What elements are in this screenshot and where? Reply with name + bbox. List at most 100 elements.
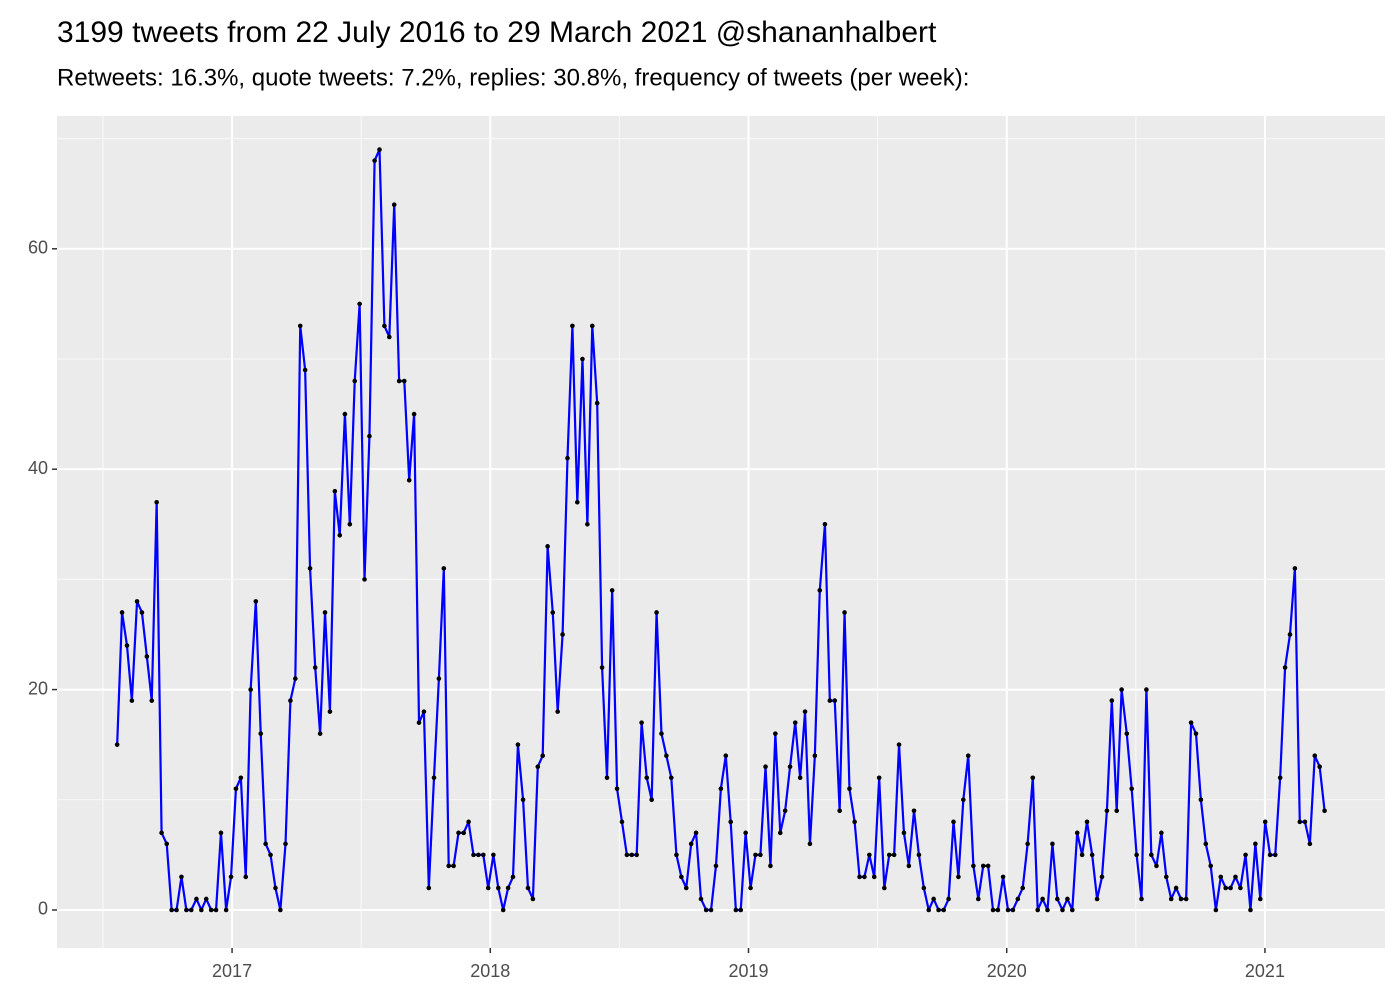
data-point [1248, 907, 1253, 913]
data-point [713, 863, 719, 869]
chart-subtitle: Retweets: 16.3%, quote tweets: 7.2%, rep… [57, 64, 969, 91]
data-point [589, 323, 595, 329]
data-point [1015, 896, 1021, 902]
data-point [594, 400, 600, 406]
data-point [322, 610, 328, 615]
data-point [302, 367, 308, 373]
y-tick-label: 40 [28, 458, 48, 478]
data-point [995, 907, 1001, 913]
data-point [500, 907, 506, 913]
data-point [169, 907, 174, 913]
y-tick-label: 60 [28, 238, 48, 258]
data-point [179, 874, 184, 880]
data-point [1035, 907, 1041, 913]
data-point [421, 709, 427, 714]
data-point [332, 488, 338, 494]
data-point [797, 775, 803, 781]
data-point [1272, 852, 1278, 858]
data-point [871, 874, 877, 880]
data-point [293, 676, 298, 681]
data-point [891, 852, 897, 858]
data-point [550, 610, 556, 615]
data-point [555, 709, 560, 714]
data-point [906, 863, 912, 869]
data-point [1302, 819, 1308, 825]
data-point [466, 819, 471, 825]
data-point [1159, 830, 1164, 836]
data-point [748, 885, 753, 891]
data-point [565, 455, 570, 461]
data-point [297, 323, 303, 329]
data-point [357, 301, 362, 307]
data-point [184, 907, 189, 913]
data-point [763, 764, 768, 770]
data-point [758, 852, 763, 858]
data-point [1178, 896, 1184, 902]
data-point [1154, 863, 1159, 869]
data-point [852, 819, 857, 825]
data-point [144, 654, 150, 659]
data-point [817, 588, 823, 593]
data-point [283, 841, 288, 847]
data-point [441, 566, 447, 571]
data-point [134, 599, 140, 604]
data-point [1119, 687, 1124, 692]
data-point [342, 411, 348, 417]
data-point [1223, 885, 1228, 891]
x-tick-label: 2019 [728, 961, 768, 981]
data-point [1267, 852, 1273, 858]
data-point [124, 643, 130, 648]
data-point [812, 753, 818, 759]
data-point [718, 786, 724, 792]
data-point [312, 665, 318, 670]
data-point [288, 698, 293, 703]
data-point [857, 874, 862, 880]
data-point [802, 709, 808, 714]
data-point [911, 808, 917, 814]
data-point [139, 610, 145, 615]
data-point [1010, 907, 1016, 913]
data-point [985, 863, 991, 869]
data-point [679, 874, 684, 880]
data-point [213, 907, 219, 913]
data-point [822, 521, 828, 527]
data-point [258, 731, 264, 736]
data-point [485, 885, 491, 891]
data-point [619, 819, 625, 825]
data-point [654, 610, 659, 615]
data-point [1253, 841, 1258, 847]
data-point [693, 830, 699, 836]
data-point [842, 610, 847, 615]
data-point [649, 797, 654, 803]
data-point [525, 885, 531, 891]
data-point [1005, 907, 1011, 913]
data-point [114, 742, 120, 747]
data-point [382, 323, 387, 329]
data-point [218, 830, 224, 836]
data-point [411, 411, 417, 417]
data-point [604, 775, 610, 781]
data-point [743, 830, 748, 836]
data-point [1134, 852, 1139, 858]
data-point [1188, 720, 1194, 725]
data-point [921, 885, 927, 891]
data-point [406, 477, 412, 483]
data-point [1030, 775, 1036, 781]
data-point [634, 852, 639, 858]
data-point [585, 521, 590, 527]
data-point [1124, 731, 1130, 736]
data-point [901, 830, 907, 836]
data-point [431, 775, 437, 781]
data-point [882, 885, 887, 891]
data-point [683, 885, 689, 891]
data-point [1317, 764, 1322, 770]
data-point [688, 841, 694, 847]
data-point [491, 852, 496, 858]
data-point [510, 874, 516, 880]
data-point [1149, 852, 1154, 858]
data-point [990, 907, 996, 913]
data-point [1307, 841, 1313, 847]
data-point [401, 378, 407, 384]
data-point [1282, 665, 1288, 670]
data-point [609, 588, 615, 593]
